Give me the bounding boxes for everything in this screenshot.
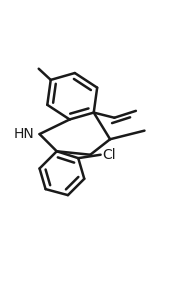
Text: Cl: Cl bbox=[102, 148, 116, 162]
Text: HN: HN bbox=[14, 127, 34, 141]
